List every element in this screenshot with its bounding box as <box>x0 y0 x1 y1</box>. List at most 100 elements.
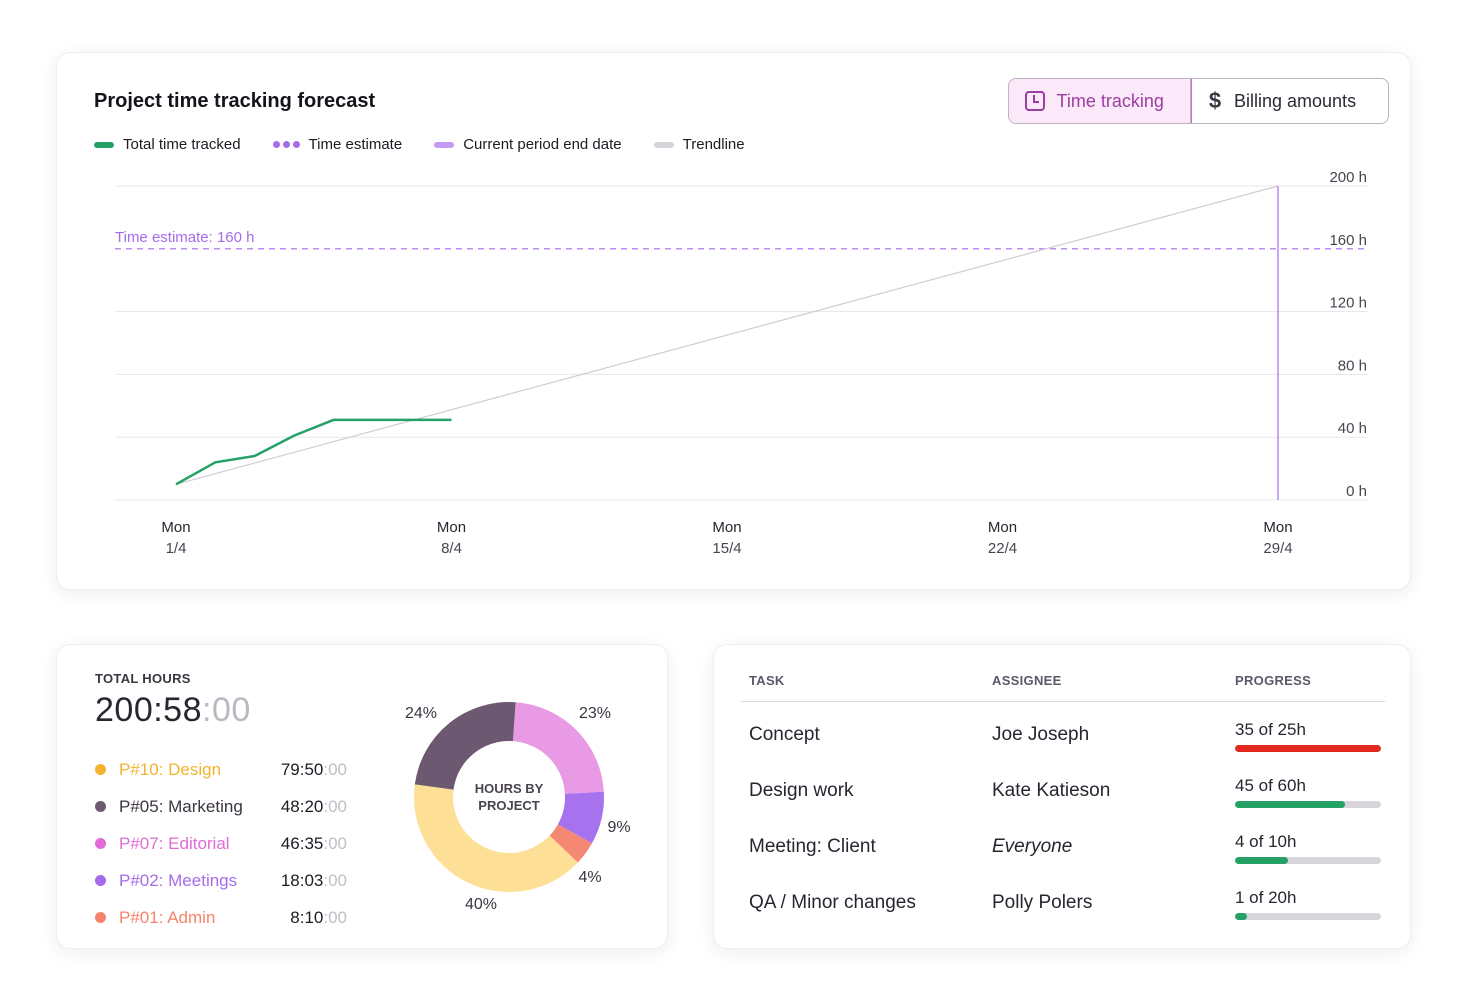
header-divider <box>741 701 1385 702</box>
project-color-dot <box>95 875 106 886</box>
task-row[interactable]: Concept Joe Joseph 35 of 25h <box>714 709 1412 765</box>
x-tick-date: 15/4 <box>712 540 741 557</box>
donut-slice <box>512 702 604 794</box>
progress-bar-fill <box>1235 857 1288 864</box>
donut-slice <box>549 824 592 863</box>
time-estimate-label: Time estimate: 160 h <box>115 229 255 246</box>
x-tick-date: 1/4 <box>166 540 187 557</box>
legend-item-total-time: Total time tracked <box>94 136 241 153</box>
task-row[interactable]: Design work Kate Katieson 45 of 60h <box>714 765 1412 821</box>
project-time: 48:20:00 <box>280 796 347 816</box>
donut-slice <box>414 784 578 892</box>
task-assignee: Polly Polers <box>992 892 1093 913</box>
dollar-icon: $ <box>1208 88 1222 113</box>
legend-label: Time estimate <box>308 136 403 153</box>
header-progress: PROGRESS <box>1235 673 1312 688</box>
project-row: P#10: Design 79:50:00 <box>95 751 347 788</box>
legend-label: Total time tracked <box>123 136 241 153</box>
legend-label: Trendline <box>682 136 745 153</box>
task-assignee: Joe Joseph <box>992 724 1090 745</box>
hours-by-project-donut: 23% 9% 4% 40% 24% HOURS BY PROJECT <box>405 702 631 913</box>
y-tick-label: 160 h <box>1329 232 1367 249</box>
task-name: Meeting: Client <box>749 836 876 857</box>
project-color-dot <box>95 801 106 812</box>
total-hours-seconds: :00 <box>202 691 251 729</box>
progress-bar <box>1235 857 1381 864</box>
billing-amounts-toggle[interactable]: $ Billing amounts <box>1190 79 1388 123</box>
project-name: P#02: Meetings <box>119 870 238 890</box>
donut-slice-label: 23% <box>579 705 611 722</box>
header-task: TASK <box>749 673 785 688</box>
legend-item-period-end: Current period end date <box>434 136 622 153</box>
total-hours-card: TOTAL HOURS 200:58:00 P#10: Design 79:50:… <box>56 644 668 949</box>
time-tracking-label: Time tracking <box>1056 90 1164 111</box>
legend-item-trendline: Trendline <box>653 136 745 153</box>
project-row: P#07: Editorial 46:35:00 <box>95 825 347 862</box>
project-time: 8:10:00 <box>290 907 347 927</box>
project-name: P#10: Design <box>119 759 222 779</box>
task-assignee: Kate Katieson <box>992 780 1111 801</box>
project-list: P#10: Design 79:50:00 P#05: Marketing 48:20… <box>95 751 347 936</box>
donut-slice-label: 4% <box>578 869 601 886</box>
forecast-chart: 0 h 40 h 80 h 120 h 160 h 200 h Time estimate:… <box>115 169 1368 557</box>
y-tick-label: 120 h <box>1329 295 1367 312</box>
progress-label: 1 of 20h <box>1235 888 1297 907</box>
task-name: Design work <box>749 780 854 801</box>
progress-bar-fill <box>1235 745 1381 752</box>
project-row: P#05: Marketing 48:20:00 <box>95 788 347 825</box>
legend-swatch-time-estimate <box>272 141 300 148</box>
progress-bar <box>1235 745 1381 752</box>
project-name: P#07: Editorial <box>119 833 230 853</box>
project-row: P#01: Admin 8:10:00 <box>95 899 347 936</box>
trendline <box>175 185 1279 485</box>
task-progress-card: TASK ASSIGNEE PROGRESS Concept Joe Joseph… <box>713 644 1411 949</box>
y-tick-label: 40 h <box>1338 420 1367 437</box>
project-row: P#02: Meetings 18:03:00 <box>95 862 347 899</box>
progress-label: 35 of 25h <box>1235 720 1306 739</box>
legend-swatch-period-end <box>434 141 455 148</box>
x-tick-day: Mon <box>1263 519 1292 536</box>
x-tick-date: 29/4 <box>1263 540 1292 557</box>
progress-bar <box>1235 801 1381 808</box>
total-hours-main: 200:58 <box>95 691 202 729</box>
project-color-dot <box>95 764 106 775</box>
legend-item-time-estimate: Time estimate <box>272 136 403 153</box>
x-tick-date: 22/4 <box>988 540 1017 557</box>
chart-legend: Total time tracked Time estimate Current… <box>94 136 745 153</box>
project-name: P#05: Marketing <box>119 796 243 816</box>
project-time: 46:35:00 <box>280 833 347 853</box>
time-tracking-toggle[interactable]: Time tracking <box>1009 79 1192 123</box>
progress-label: 4 of 10h <box>1235 832 1297 851</box>
y-tick-label: 80 h <box>1338 357 1367 374</box>
project-time: 79:50:00 <box>280 759 347 779</box>
x-tick-day: Mon <box>712 519 741 536</box>
forecast-card: 0 h 40 h 80 h 120 h 160 h 200 h Time estimate:… <box>56 52 1411 590</box>
donut-center-line2: PROJECT <box>478 798 539 813</box>
total-time-tracked-line <box>175 418 452 486</box>
x-tick-day: Mon <box>988 519 1017 536</box>
task-row[interactable]: Meeting: Client Everyone 4 of 10h <box>714 821 1412 877</box>
header-assignee: ASSIGNEE <box>992 673 1062 688</box>
task-name: Concept <box>749 724 820 745</box>
progress-label: 45 of 60h <box>1235 776 1306 795</box>
view-toggle: Time tracking $ Billing amounts <box>1008 78 1389 124</box>
project-color-dot <box>95 838 106 849</box>
legend-swatch-total-time <box>94 141 114 148</box>
donut-slice <box>414 702 516 790</box>
project-color-dot <box>95 912 106 923</box>
task-row[interactable]: QA / Minor changes Polly Polers 1 of 20h <box>714 877 1412 933</box>
x-tick-date: 8/4 <box>441 540 462 557</box>
billing-amounts-label: Billing amounts <box>1234 90 1357 111</box>
legend-swatch-trendline <box>653 141 674 148</box>
progress-bar <box>1235 913 1381 920</box>
project-name: P#01: Admin <box>119 907 216 927</box>
donut-center-line1: HOURS BY <box>475 781 544 796</box>
total-hours-label: TOTAL HOURS <box>95 671 191 686</box>
legend-label: Current period end date <box>463 136 622 153</box>
y-tick-label: 200 h <box>1329 169 1367 186</box>
y-tick-label: 0 h <box>1346 483 1367 500</box>
total-hours-value: 200:58:00 <box>95 691 251 730</box>
task-assignee: Everyone <box>992 836 1073 857</box>
donut-slice-label: 9% <box>607 819 630 836</box>
x-tick-day: Mon <box>161 519 190 536</box>
